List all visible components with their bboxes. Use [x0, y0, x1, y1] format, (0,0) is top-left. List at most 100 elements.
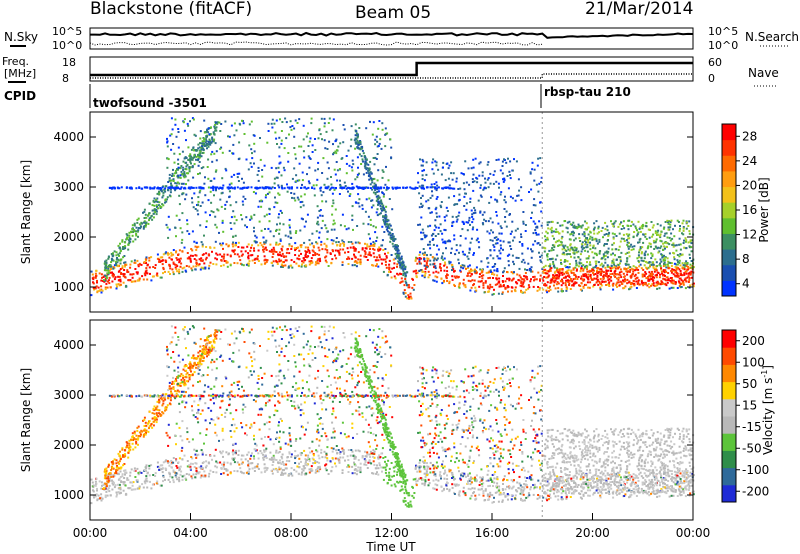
power-cell — [396, 250, 399, 253]
power-cell — [678, 268, 681, 271]
power-cell — [170, 117, 173, 120]
power-cell — [181, 212, 184, 215]
power-cell — [552, 260, 555, 263]
power-cell — [354, 256, 357, 259]
power-cell — [549, 288, 552, 291]
power-cell — [181, 270, 184, 273]
power-cell — [628, 237, 631, 240]
velocity-cell — [493, 496, 495, 499]
power-cell — [170, 253, 173, 256]
power-cell — [572, 267, 575, 270]
power-cell — [162, 191, 165, 194]
velocity-cell — [667, 480, 670, 482]
power-cell — [143, 210, 146, 213]
power-cell — [222, 247, 224, 250]
power-cell — [688, 245, 691, 248]
velocity-cell — [136, 467, 139, 470]
power-cell — [135, 187, 138, 190]
power-cell — [628, 233, 631, 236]
power-cell — [402, 267, 405, 270]
power-cell — [297, 258, 300, 261]
power-cell — [352, 246, 355, 249]
power-cell — [137, 265, 140, 268]
power-cell — [640, 279, 643, 282]
power-cell — [611, 272, 614, 275]
power-cell — [254, 257, 257, 260]
power-cell — [369, 242, 372, 245]
power-cell — [660, 230, 663, 233]
power-cell — [492, 182, 495, 185]
power-cell — [613, 263, 616, 266]
power-cell — [234, 234, 237, 237]
power-cell — [164, 201, 166, 204]
power-cell — [392, 239, 395, 242]
power-cell — [219, 198, 222, 201]
power-cell — [622, 272, 625, 275]
power-cell — [441, 232, 444, 235]
power-cell — [593, 269, 595, 272]
velocity-cell — [298, 462, 300, 465]
power-cell — [332, 186, 335, 189]
power-cell — [386, 230, 389, 233]
power-cell — [169, 188, 172, 191]
power-cell — [448, 184, 451, 187]
power-cell — [581, 241, 584, 244]
power-cell — [302, 150, 305, 153]
power-cell — [309, 243, 312, 246]
power-cell — [635, 227, 638, 230]
power-cell — [609, 276, 612, 279]
power-cell — [569, 243, 572, 246]
power-cell — [196, 246, 198, 249]
power-cell — [556, 221, 559, 224]
velocity-cell — [158, 468, 161, 471]
power-cell — [500, 191, 503, 194]
power-cell — [443, 269, 446, 272]
power-cell — [584, 249, 587, 252]
power-cell — [335, 149, 338, 152]
power-cell — [655, 267, 658, 270]
power-cell — [687, 241, 690, 244]
power-cell — [530, 256, 533, 259]
velocity-cell — [320, 448, 323, 451]
power-cell — [325, 261, 328, 264]
power-cell — [222, 264, 225, 267]
power-cell — [339, 179, 341, 182]
velocity-cell — [263, 456, 266, 459]
power-cell — [367, 172, 370, 175]
power-cell — [111, 255, 114, 258]
power-cell — [279, 222, 281, 225]
velocity-cell — [341, 472, 344, 474]
power-cell — [578, 284, 580, 287]
power-cell — [438, 266, 441, 269]
power-cell — [354, 178, 357, 181]
power-cell — [624, 285, 627, 288]
power-cell — [649, 265, 651, 268]
power-cell — [585, 246, 588, 249]
power-cell — [652, 233, 655, 236]
power-cell — [606, 276, 609, 279]
power-cell — [436, 276, 439, 279]
power-cell — [531, 168, 534, 171]
power-cell — [420, 231, 422, 234]
power-cell — [588, 237, 591, 240]
power-cell — [310, 257, 313, 260]
power-cell — [539, 259, 542, 262]
velocity-cell — [363, 458, 366, 461]
power-cell — [132, 273, 135, 276]
freq-strip: Freq. [MHz] 18 8 60 0 Nave — [2, 55, 779, 87]
power-cell — [232, 250, 235, 253]
power-cell — [352, 228, 354, 231]
power-cell — [142, 211, 144, 214]
power-cell — [445, 186, 447, 189]
power-cell — [275, 241, 278, 244]
power-cell — [665, 276, 668, 279]
power-cell — [291, 196, 293, 199]
power-cell — [608, 278, 611, 281]
power-cell — [119, 259, 122, 262]
power-cell — [175, 185, 178, 187]
power-cell — [462, 253, 465, 256]
power-cell — [490, 270, 493, 273]
power-cell — [585, 241, 587, 244]
power-cell — [587, 273, 590, 276]
power-cell — [606, 252, 609, 255]
